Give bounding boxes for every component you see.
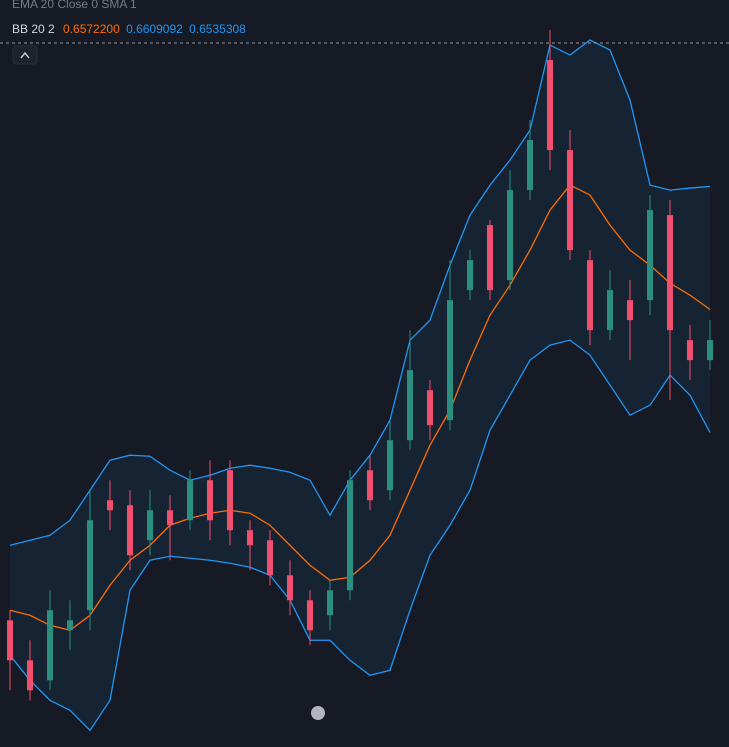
candle-body [627, 300, 633, 321]
candle-body [227, 470, 233, 531]
candle [347, 470, 353, 601]
candle [547, 30, 553, 171]
candle-body [347, 480, 353, 591]
candle [527, 120, 533, 201]
candle-body [267, 540, 273, 576]
candle-body [247, 530, 253, 546]
candle [487, 220, 493, 301]
candle [407, 330, 413, 451]
candle-body [687, 340, 693, 361]
candle [147, 490, 153, 556]
legend-value: 0.6535308 [189, 22, 246, 36]
candle [87, 490, 93, 631]
candle [307, 590, 313, 646]
candle [707, 320, 713, 371]
candle-body [527, 140, 533, 191]
candle-body [127, 505, 133, 556]
candle-body [447, 300, 453, 421]
candle [687, 325, 693, 381]
candle-body [587, 260, 593, 331]
candle-body [387, 440, 393, 491]
candle-body [467, 260, 473, 291]
candle [387, 420, 393, 501]
candle-body [167, 510, 173, 526]
candle [7, 610, 13, 691]
band-middle [9, 184, 711, 631]
candle-body [307, 600, 313, 631]
candle-body [187, 480, 193, 521]
candle-body [287, 575, 293, 601]
candle-body [567, 150, 573, 251]
candle-body [667, 215, 673, 331]
band-lower [9, 339, 711, 732]
candle-body [547, 60, 553, 151]
candle [507, 170, 513, 291]
collapse-button[interactable] [12, 45, 38, 65]
candle [607, 270, 613, 341]
candle [267, 530, 273, 586]
indicator-header: EMA 20 Close 0 SMA 1 [12, 0, 137, 11]
legend-value: 0.6572200 [63, 22, 120, 36]
candle [567, 130, 573, 261]
candle-body [47, 610, 53, 681]
candle-body [27, 660, 33, 691]
collapse-icon[interactable] [20, 51, 30, 59]
candle-body [207, 480, 213, 521]
candle [67, 600, 73, 651]
candle-body [607, 290, 613, 331]
legend-values: 0.6572200 0.6609092 0.6535308 [63, 22, 246, 36]
candle-body [327, 590, 333, 616]
candle [167, 495, 173, 561]
candle [47, 590, 53, 691]
legend-value: 0.6609092 [126, 22, 183, 36]
candle-body [647, 210, 653, 301]
candle [367, 455, 373, 511]
candle-body [407, 370, 413, 441]
candle [447, 260, 453, 431]
candle [647, 195, 653, 316]
candle [27, 640, 33, 701]
candle-body [87, 520, 93, 611]
candle [667, 200, 673, 401]
candle [427, 380, 433, 441]
watermark-icon [311, 706, 325, 720]
band-upper [9, 39, 711, 546]
candle [587, 250, 593, 346]
candle-body [487, 225, 493, 291]
candle [247, 520, 253, 571]
candle [287, 560, 293, 616]
candle [127, 490, 133, 571]
candle [207, 460, 213, 541]
candle [627, 280, 633, 361]
candle-body [367, 470, 373, 501]
candle-body [67, 620, 73, 631]
candle [187, 470, 193, 531]
candle [107, 480, 113, 531]
candle-body [507, 190, 513, 281]
candle-body [427, 390, 433, 426]
watermark [311, 706, 325, 720]
candle-body [707, 340, 713, 361]
plot-area [7, 30, 713, 732]
candle-body [107, 500, 113, 511]
candle-body [147, 510, 153, 541]
collapse-button-bg[interactable] [12, 45, 38, 65]
candle [227, 460, 233, 546]
candle [327, 580, 333, 631]
candle-body [7, 620, 13, 661]
candle [467, 250, 473, 301]
legend-label: BB 20 2 [12, 22, 55, 36]
